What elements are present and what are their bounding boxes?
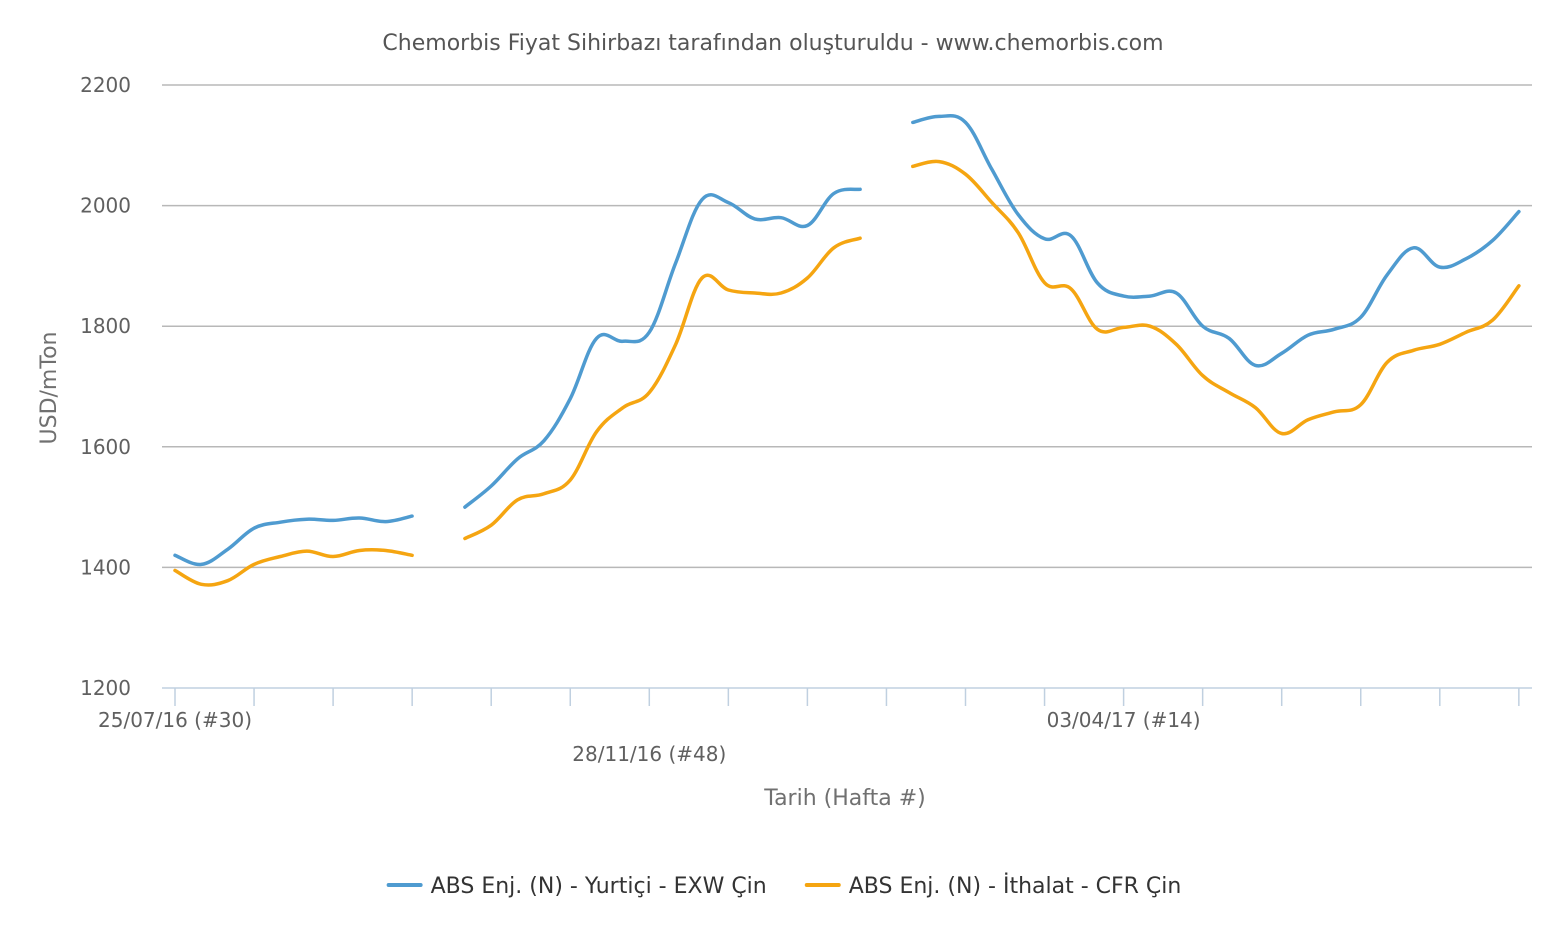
y-tick-label-1200: 1200 [80, 676, 131, 700]
series-0-line-segment-1 [463, 187, 862, 509]
series-1-line-segment-0 [173, 548, 414, 587]
x-tick-label-0: 25/07/16 (#30) [98, 708, 252, 732]
series-1-line-segment-1 [463, 236, 862, 541]
series-1 [173, 159, 1521, 587]
y-axis-ticks: 1200 1400 1600 1800 2000 2200 [80, 73, 131, 700]
x-tick-label-1: 28/11/16 (#48) [572, 742, 726, 766]
x-axis-labels: 25/07/16 (#30) 28/11/16 (#48) 03/04/17 (#1… [98, 708, 1201, 766]
x-axis-ticks [174, 688, 1520, 706]
legend-label-1: ABS Enj. (N) - İthalat - CFR Çin [849, 873, 1182, 899]
y-tick-label-1800: 1800 [80, 314, 131, 338]
legend-item-1[interactable]: ABS Enj. (N) - İthalat - CFR Çin [804, 873, 1182, 899]
x-tick-label-2: 03/04/17 (#14) [1047, 708, 1201, 732]
y-tick-label-2000: 2000 [80, 194, 131, 218]
grid-layer [162, 84, 1532, 569]
legend-label-0: ABS Enj. (N) - Yurtiçi - EXW Çin [431, 874, 767, 899]
x-axis-title: Tarih (Hafta #) [763, 786, 925, 811]
series-1-line-segment-2 [911, 159, 1521, 436]
chart-title: Chemorbis Fiyat Sihirbazı tarafından olu… [382, 31, 1163, 56]
series-layer [173, 114, 1521, 587]
legend: ABS Enj. (N) - Yurtiçi - EXW Çin ABS Enj.… [386, 873, 1182, 899]
y-tick-label-1400: 1400 [80, 555, 131, 579]
y-tick-label-1600: 1600 [80, 435, 131, 459]
series-0 [173, 114, 1521, 567]
y-tick-label-2200: 2200 [80, 73, 131, 97]
series-0-line-segment-0 [173, 514, 414, 567]
y-axis-title: USD/mTon [37, 332, 62, 445]
legend-item-0[interactable]: ABS Enj. (N) - Yurtiçi - EXW Çin [386, 874, 767, 899]
series-0-line-segment-2 [911, 114, 1521, 368]
